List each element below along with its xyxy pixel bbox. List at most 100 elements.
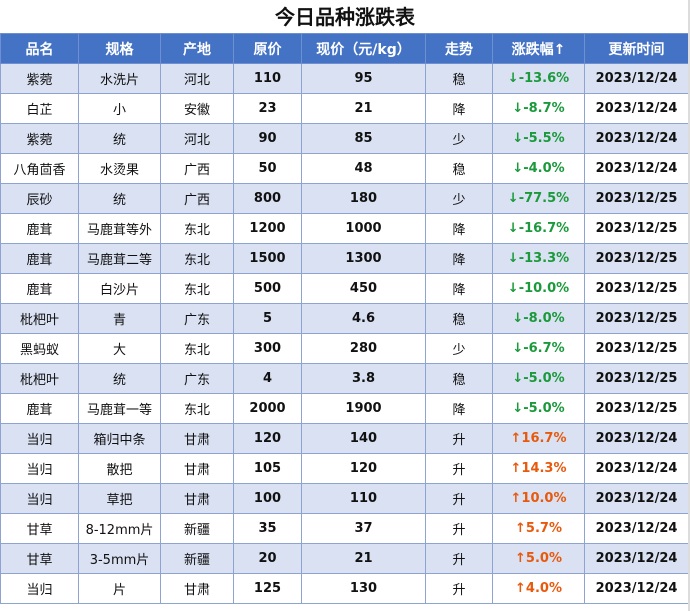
cell-name[interactable]: 紫菀: [0, 63, 79, 94]
cell-date[interactable]: 2023/12/24: [584, 93, 689, 124]
cell-change[interactable]: ↓-8.0%: [492, 303, 585, 334]
col-header-change[interactable]: 涨跌幅↑: [492, 33, 585, 64]
cell-new-price[interactable]: 48: [301, 153, 426, 184]
cell-trend[interactable]: 升: [425, 543, 493, 574]
cell-trend[interactable]: 降: [425, 213, 493, 244]
cell-new-price[interactable]: 3.8: [301, 363, 426, 394]
cell-name[interactable]: 辰砂: [0, 183, 79, 214]
cell-date[interactable]: 2023/12/24: [584, 483, 689, 514]
cell-spec[interactable]: 统: [78, 363, 161, 394]
cell-date[interactable]: 2023/12/24: [584, 123, 689, 154]
cell-name[interactable]: 鹿茸: [0, 393, 79, 424]
cell-old-price[interactable]: 1200: [233, 213, 302, 244]
cell-spec[interactable]: 马鹿茸二等: [78, 243, 161, 274]
cell-origin[interactable]: 东北: [160, 273, 234, 304]
cell-spec[interactable]: 散把: [78, 453, 161, 484]
cell-trend[interactable]: 降: [425, 243, 493, 274]
cell-old-price[interactable]: 120: [233, 423, 302, 454]
cell-date[interactable]: 2023/12/25: [584, 243, 689, 274]
cell-origin[interactable]: 甘肃: [160, 423, 234, 454]
cell-spec[interactable]: 片: [78, 573, 161, 604]
cell-name[interactable]: 甘草: [0, 543, 79, 574]
cell-origin[interactable]: 河北: [160, 63, 234, 94]
cell-spec[interactable]: 草把: [78, 483, 161, 514]
cell-spec[interactable]: 3-5mm片: [78, 543, 161, 574]
cell-trend[interactable]: 升: [425, 573, 493, 604]
cell-origin[interactable]: 新疆: [160, 513, 234, 544]
cell-new-price[interactable]: 110: [301, 483, 426, 514]
cell-trend[interactable]: 升: [425, 513, 493, 544]
cell-name[interactable]: 甘草: [0, 513, 79, 544]
cell-spec[interactable]: 小: [78, 93, 161, 124]
cell-origin[interactable]: 新疆: [160, 543, 234, 574]
cell-change[interactable]: ↓-5.5%: [492, 123, 585, 154]
cell-new-price[interactable]: 21: [301, 93, 426, 124]
cell-spec[interactable]: 水洗片: [78, 63, 161, 94]
cell-old-price[interactable]: 800: [233, 183, 302, 214]
cell-name[interactable]: 当归: [0, 573, 79, 604]
cell-origin[interactable]: 广西: [160, 183, 234, 214]
cell-name[interactable]: 鹿茸: [0, 243, 79, 274]
cell-trend[interactable]: 降: [425, 393, 493, 424]
cell-name[interactable]: 八角茴香: [0, 153, 79, 184]
cell-trend[interactable]: 稳: [425, 153, 493, 184]
cell-name[interactable]: 鹿茸: [0, 273, 79, 304]
cell-trend[interactable]: 降: [425, 273, 493, 304]
col-header-old-price[interactable]: 原价: [233, 33, 302, 64]
col-header-new-price[interactable]: 现价（元/kg）: [301, 33, 426, 64]
cell-old-price[interactable]: 110: [233, 63, 302, 94]
cell-spec[interactable]: 马鹿茸等外: [78, 213, 161, 244]
cell-origin[interactable]: 广西: [160, 153, 234, 184]
cell-change[interactable]: ↑5.7%: [492, 513, 585, 544]
cell-change[interactable]: ↓-13.6%: [492, 63, 585, 94]
cell-date[interactable]: 2023/12/24: [584, 573, 689, 604]
cell-trend[interactable]: 稳: [425, 363, 493, 394]
cell-change[interactable]: ↑10.0%: [492, 483, 585, 514]
cell-origin[interactable]: 广东: [160, 363, 234, 394]
cell-name[interactable]: 当归: [0, 423, 79, 454]
cell-old-price[interactable]: 35: [233, 513, 302, 544]
cell-trend[interactable]: 稳: [425, 63, 493, 94]
cell-old-price[interactable]: 100: [233, 483, 302, 514]
cell-old-price[interactable]: 90: [233, 123, 302, 154]
cell-new-price[interactable]: 450: [301, 273, 426, 304]
cell-change[interactable]: ↑5.0%: [492, 543, 585, 574]
cell-new-price[interactable]: 1300: [301, 243, 426, 274]
cell-old-price[interactable]: 500: [233, 273, 302, 304]
cell-origin[interactable]: 东北: [160, 333, 234, 364]
cell-trend[interactable]: 少: [425, 333, 493, 364]
cell-date[interactable]: 2023/12/24: [584, 63, 689, 94]
cell-spec[interactable]: 马鹿茸一等: [78, 393, 161, 424]
cell-name[interactable]: 黑蚂蚁: [0, 333, 79, 364]
cell-change[interactable]: ↓-5.0%: [492, 393, 585, 424]
cell-spec[interactable]: 水烫果: [78, 153, 161, 184]
cell-old-price[interactable]: 1500: [233, 243, 302, 274]
cell-change[interactable]: ↓-6.7%: [492, 333, 585, 364]
cell-date[interactable]: 2023/12/25: [584, 363, 689, 394]
cell-date[interactable]: 2023/12/24: [584, 543, 689, 574]
cell-origin[interactable]: 广东: [160, 303, 234, 334]
cell-change[interactable]: ↓-10.0%: [492, 273, 585, 304]
cell-date[interactable]: 2023/12/24: [584, 423, 689, 454]
cell-new-price[interactable]: 4.6: [301, 303, 426, 334]
cell-old-price[interactable]: 5: [233, 303, 302, 334]
cell-new-price[interactable]: 1000: [301, 213, 426, 244]
cell-origin[interactable]: 东北: [160, 213, 234, 244]
cell-origin[interactable]: 甘肃: [160, 573, 234, 604]
cell-new-price[interactable]: 280: [301, 333, 426, 364]
cell-name[interactable]: 枇杷叶: [0, 363, 79, 394]
cell-trend[interactable]: 少: [425, 183, 493, 214]
col-header-name[interactable]: 品名: [0, 33, 79, 64]
cell-new-price[interactable]: 1900: [301, 393, 426, 424]
cell-origin[interactable]: 甘肃: [160, 483, 234, 514]
cell-spec[interactable]: 8-12mm片: [78, 513, 161, 544]
cell-trend[interactable]: 升: [425, 423, 493, 454]
cell-change[interactable]: ↓-13.3%: [492, 243, 585, 274]
cell-change[interactable]: ↓-77.5%: [492, 183, 585, 214]
col-header-trend[interactable]: 走势: [425, 33, 493, 64]
col-header-date[interactable]: 更新时间: [584, 33, 689, 64]
cell-change[interactable]: ↑4.0%: [492, 573, 585, 604]
cell-date[interactable]: 2023/12/24: [584, 153, 689, 184]
cell-change[interactable]: ↓-8.7%: [492, 93, 585, 124]
cell-change[interactable]: ↓-4.0%: [492, 153, 585, 184]
